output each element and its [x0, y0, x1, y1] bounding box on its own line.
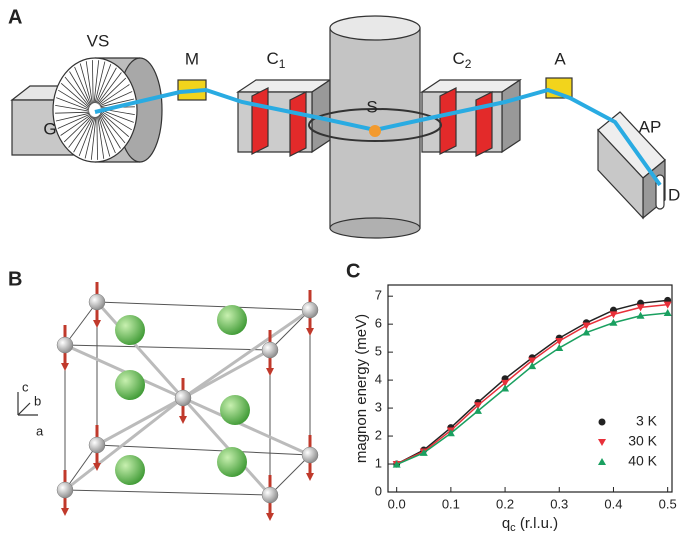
- series-line: [397, 300, 668, 464]
- spin-arrow-head: [306, 473, 314, 481]
- instrument-diagram: [12, 16, 665, 238]
- axis-label: b: [34, 393, 41, 408]
- spin-arrow-head: [61, 363, 69, 371]
- y-tick-label: 0: [375, 483, 382, 498]
- anion: [220, 395, 250, 425]
- axis-label: a: [36, 423, 44, 438]
- cell-edge: [65, 345, 270, 350]
- y-tick-label: 6: [375, 316, 382, 331]
- x-axis-label: qc (r.l.u.): [502, 515, 558, 534]
- spin-arrow-head: [266, 513, 274, 521]
- figure: A G VS M C1 C2 S A AP D: [0, 0, 682, 534]
- bond: [183, 350, 270, 398]
- x-tick-label: 0.3: [550, 496, 568, 511]
- data-point: [555, 338, 563, 345]
- bond: [97, 398, 183, 445]
- cation: [175, 390, 191, 406]
- anion: [217, 447, 247, 477]
- x-axis-label-main: q: [502, 515, 510, 532]
- anion: [115, 455, 145, 485]
- x-axis-label-rest: (r.l.u.): [516, 515, 559, 532]
- y-tick-label: 3: [375, 400, 382, 415]
- legend-label: 40 K: [628, 453, 657, 469]
- y-tick-label: 2: [375, 427, 382, 442]
- data-point: [582, 323, 590, 330]
- x-tick-label: 0.5: [659, 496, 677, 511]
- x-tick-label: 0.4: [604, 496, 622, 511]
- part-label-sub: 1: [279, 57, 286, 71]
- spin-arrow-head: [61, 508, 69, 516]
- spin-arrow-head: [266, 368, 274, 376]
- part-label-sub: 2: [465, 57, 472, 71]
- part-label: G: [43, 119, 56, 138]
- y-axis-label: magnon energy (meV): [353, 314, 370, 463]
- legend-label: 30 K: [628, 433, 657, 449]
- part-label: C: [267, 49, 279, 68]
- panel-label: A: [8, 6, 22, 28]
- cation: [89, 294, 105, 310]
- panel-label: B: [8, 268, 22, 290]
- cell-edge: [270, 310, 310, 350]
- cation: [262, 487, 278, 503]
- part-label: C2: [453, 49, 472, 71]
- data-point: [664, 309, 672, 316]
- legend-marker: [599, 419, 606, 426]
- cation: [89, 437, 105, 453]
- crystal-structure: [57, 282, 318, 521]
- data-point: [555, 344, 563, 351]
- legend-label: 3 K: [636, 413, 658, 429]
- anion: [115, 370, 145, 400]
- anion: [217, 305, 247, 335]
- chart: 0 1 2 3 4 5 6 7 0.0 0.1 0.2 0.3 0.4 0.5 magnon energy …: [353, 285, 677, 534]
- cation: [57, 337, 73, 353]
- cation: [57, 482, 73, 498]
- x-tick-label: 0.2: [496, 496, 514, 511]
- part-label: VS: [87, 31, 110, 50]
- anion: [115, 315, 145, 345]
- y-tick-label: 1: [375, 455, 382, 470]
- part-label: S: [366, 97, 377, 116]
- legend-marker: [598, 439, 606, 446]
- axis-label: c: [22, 379, 29, 394]
- part-label: C: [453, 49, 465, 68]
- spin-arrow-head: [179, 416, 187, 424]
- cell-edge: [97, 302, 310, 310]
- part-label: D: [668, 185, 680, 204]
- cell-edge: [65, 490, 270, 495]
- y-tick-label: 5: [375, 344, 382, 359]
- y-tick-label: 7: [375, 288, 382, 303]
- legend-marker: [598, 458, 606, 465]
- part-label: AP: [639, 117, 662, 136]
- series-line: [397, 305, 668, 464]
- cation: [302, 302, 318, 318]
- x-tick-label: 0.0: [388, 496, 406, 511]
- cell-edge: [97, 445, 310, 455]
- part-label: A: [554, 49, 566, 68]
- panel-label: C: [346, 260, 360, 282]
- y-tick-label: 4: [375, 372, 382, 387]
- part-label: C1: [267, 49, 286, 71]
- x-tick-label: 0.1: [442, 496, 460, 511]
- part-label: M: [185, 49, 199, 68]
- cell-edge: [270, 455, 310, 495]
- cation: [302, 447, 318, 463]
- spin-arrow-head: [93, 320, 101, 328]
- cation: [262, 342, 278, 358]
- spin-arrow-head: [306, 328, 314, 336]
